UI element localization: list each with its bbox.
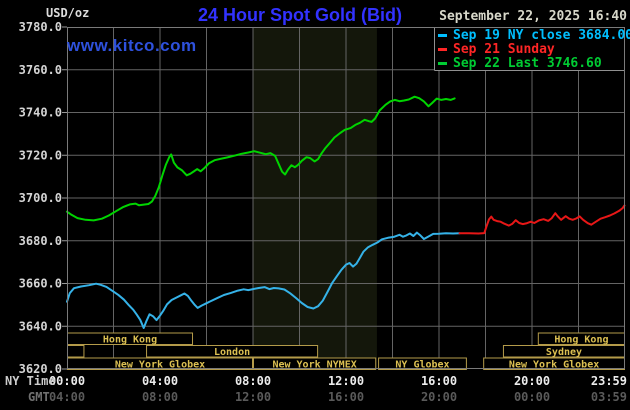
y-axis-tick-label: 3640.0	[19, 319, 62, 333]
ny-time-tick-label: 20:00	[514, 374, 550, 388]
ny-time-tick-label: 12:00	[328, 374, 364, 388]
legend-label-sep19: Sep 19 NY close 3684.00	[453, 28, 630, 43]
ny-time-tick-label: 04:00	[142, 374, 178, 388]
y-axis-tick-label: 3760.0	[19, 63, 62, 77]
legend-row-sep21: Sep 21 Sunday	[438, 42, 630, 57]
session-box	[146, 345, 319, 358]
chart-datetime: September 22, 2025 16:40	[439, 9, 627, 24]
gmt-tick-label: 16:00	[328, 390, 364, 404]
y-axis-tick-label: 3660.0	[19, 277, 62, 291]
legend-dash-sep19-icon	[438, 34, 447, 37]
legend-panel	[434, 27, 625, 70]
ny-time-axis-label: NY Time	[5, 374, 56, 388]
chart-title: 24 Hour Spot Gold (Bid)	[198, 5, 402, 25]
y-axis-units-label: USD/oz	[46, 6, 90, 20]
session-box-label: New York NYMEX	[272, 359, 356, 370]
legend-dash-sep21-icon	[438, 48, 447, 51]
session-box-label: Hong Kong	[103, 334, 157, 345]
ny-time-tick-label: 00:00	[49, 374, 85, 388]
gmt-tick-label: 12:00	[235, 390, 271, 404]
plot-border	[67, 27, 625, 369]
session-box	[378, 357, 467, 370]
ny-time-tick-label: 23:59	[591, 374, 627, 388]
gmt-tick-label: 04:00	[49, 390, 85, 404]
legend-label-sep21: Sep 21 Sunday	[453, 42, 555, 57]
y-axis-tick-label: 3740.0	[19, 106, 62, 120]
gmt-tick-label: 00:00	[514, 390, 550, 404]
legend: Sep 19 NY close 3684.00 Sep 21 Sunday Se…	[438, 28, 630, 71]
series-line-sep19	[66, 231, 461, 329]
y-axis-tick-label: 3720.0	[19, 148, 62, 162]
session-box-label: New York Globex	[115, 359, 205, 370]
legend-row-sep22: Sep 22 Last 3746.60	[438, 56, 630, 71]
ny-time-tick-label: 08:00	[235, 374, 271, 388]
legend-label-sep22: Sep 22 Last 3746.60	[453, 56, 602, 71]
legend-row-sep19: Sep 19 NY close 3684.00	[438, 28, 630, 43]
gmt-tick-label: 08:00	[142, 390, 178, 404]
y-axis-tick-label: 3680.0	[19, 234, 62, 248]
kitco-watermark: www.kitco.com	[67, 36, 197, 55]
series-line-sep21	[458, 204, 626, 235]
session-box-label: NY Globex	[395, 359, 449, 370]
session-box	[253, 357, 377, 370]
ny-time-tick-label: 16:00	[421, 374, 457, 388]
session-box-label: London	[214, 347, 250, 358]
gmt-axis-label: GMT	[28, 390, 50, 404]
session-box	[67, 345, 85, 358]
session-box-label: Sydney	[546, 347, 582, 358]
y-axis-tick-label: 3620.0	[19, 362, 62, 376]
y-axis-tick-label: 3700.0	[19, 191, 62, 205]
session-box-label: New York Globex	[509, 359, 599, 370]
legend-dash-sep22-icon	[438, 62, 447, 65]
series-line-sep22	[66, 95, 456, 222]
gmt-tick-label: 20:00	[421, 390, 457, 404]
gmt-tick-label: 03:59	[591, 390, 627, 404]
session-box-label: Hong Kong	[554, 334, 608, 345]
y-axis-tick-label: 3780.0	[19, 20, 62, 34]
